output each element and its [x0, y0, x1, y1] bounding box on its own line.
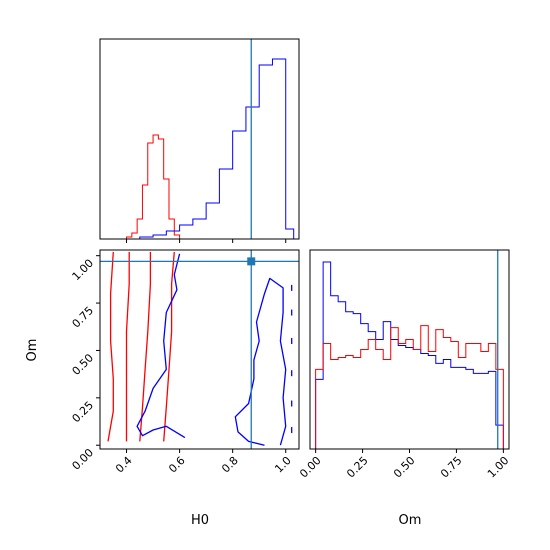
- om-y-tick-label: 0.00: [70, 446, 97, 473]
- om-marginal-frame: [309, 249, 510, 450]
- contour-line-1-1: [234, 277, 287, 446]
- contour-line-0-1: [125, 251, 130, 442]
- om-histogram-series-0: [315, 261, 504, 449]
- om-x-tick-label: 0.75: [438, 454, 465, 481]
- om-x-tick-label: 0.25: [344, 454, 371, 481]
- h0-marginal-frame: [99, 38, 300, 240]
- om-x-tick-label: 0.00: [297, 454, 324, 481]
- x-axis-label-om: Om: [399, 513, 422, 528]
- om-x-tick-label: 1.00: [485, 454, 512, 481]
- h0-om-contour-panel: 0.4 0.6 0.8 1.0 0.00 0.25 0.50 0.75 1.00: [70, 249, 300, 476]
- truth-marker: [247, 257, 256, 266]
- om-y-tick-label: 0.50: [70, 351, 97, 378]
- contour-line-0-2: [139, 251, 152, 442]
- om-marginal-panel: 0.00 0.25 0.50 0.75 1.00: [297, 249, 512, 481]
- om-x-tick-label: 0.50: [391, 454, 418, 481]
- h0-x-tick-label: 1.0: [272, 454, 294, 476]
- om-y-tick-label: 0.75: [70, 304, 97, 331]
- h0-x-tick-label: 0.4: [113, 454, 135, 476]
- om-y-tick-label: 1.00: [70, 257, 97, 284]
- om-y-tick-label: 0.25: [70, 399, 97, 426]
- h0-histogram-series-0: [126, 134, 181, 239]
- x-axis-label-h0: H0: [191, 513, 209, 528]
- contour-frame: [99, 249, 300, 450]
- contour-line-0-3: [163, 251, 175, 442]
- contour-line-1-0: [136, 253, 186, 439]
- om-histogram-series-1: [315, 325, 504, 449]
- h0-x-tick-label: 0.6: [166, 454, 188, 476]
- y-axis-label-om: Om: [25, 339, 40, 362]
- h0-histogram-series-1: [139, 58, 295, 239]
- h0-marginal-panel: [99, 38, 300, 243]
- contour-line-0-0: [107, 251, 114, 442]
- contour-area: [107, 251, 293, 446]
- h0-x-tick-label: 0.8: [219, 454, 241, 476]
